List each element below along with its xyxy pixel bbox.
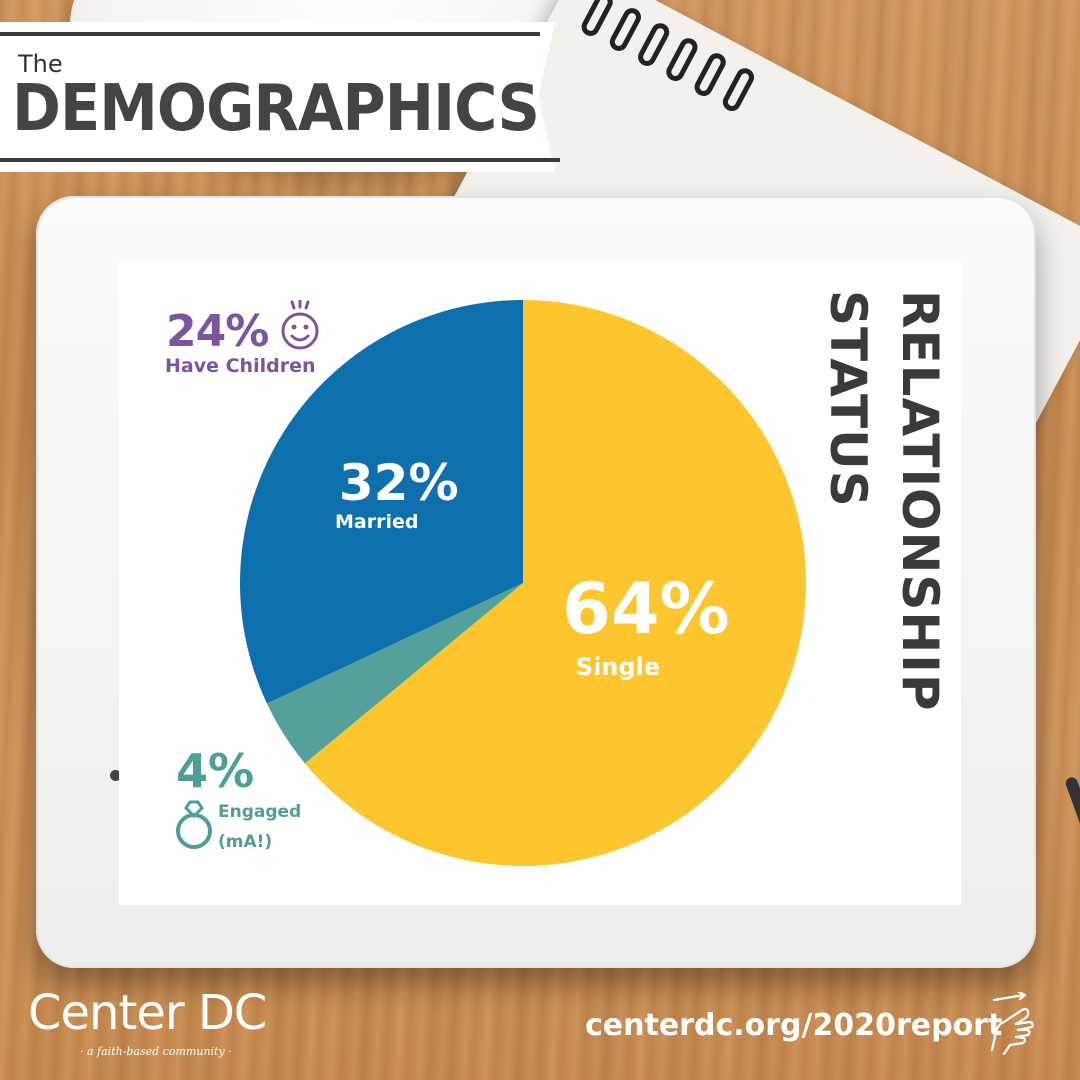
pie-slice-engaged bbox=[266, 583, 523, 764]
pie-slice-single bbox=[304, 300, 806, 867]
pointing-hand-icon bbox=[990, 992, 1034, 1056]
report-link[interactable]: centerdc.org/2020report bbox=[585, 1008, 1003, 1043]
pie-chart: 64% Single 32%Married bbox=[239, 300, 806, 867]
engaged-percent: 4% bbox=[176, 744, 255, 798]
engaged-label-line-1: Engaged bbox=[218, 802, 302, 822]
slice-value-label-single: 64% bbox=[562, 568, 730, 650]
chart-title-line-2: STATUS bbox=[819, 290, 877, 508]
chart-title-line-1: RELATIONSHIP bbox=[891, 290, 949, 712]
slice-value-label-married: 32% bbox=[339, 454, 459, 512]
page-title: DEMOGRAPHICS bbox=[12, 72, 540, 146]
brand-logo-text: Center DC bbox=[28, 985, 267, 1041]
children-percent: 24% bbox=[166, 306, 269, 357]
tablet-camera bbox=[110, 770, 121, 781]
smiley-face-icon bbox=[281, 300, 319, 350]
slice-name-label-married: Married bbox=[335, 511, 418, 533]
slice-name-label-single: Single bbox=[576, 653, 660, 681]
pie-slice-married bbox=[239, 300, 523, 704]
tablet-screen: 64% Single 32% Married bbox=[119, 261, 961, 905]
title-banner: The DEMOGRAPHICS bbox=[0, 22, 560, 172]
pen-background bbox=[1064, 775, 1080, 837]
engaged-label-line-2: (mA!) bbox=[218, 832, 273, 852]
chart-title: RELATIONSHIP STATUS bbox=[819, 280, 955, 712]
engaged-label: Engaged (mA!) bbox=[218, 797, 328, 857]
title-small: The bbox=[18, 50, 63, 78]
children-label: Have Children bbox=[165, 355, 316, 377]
ring-icon bbox=[176, 800, 212, 849]
brand-tagline: · a faith-based community · bbox=[80, 1045, 232, 1058]
